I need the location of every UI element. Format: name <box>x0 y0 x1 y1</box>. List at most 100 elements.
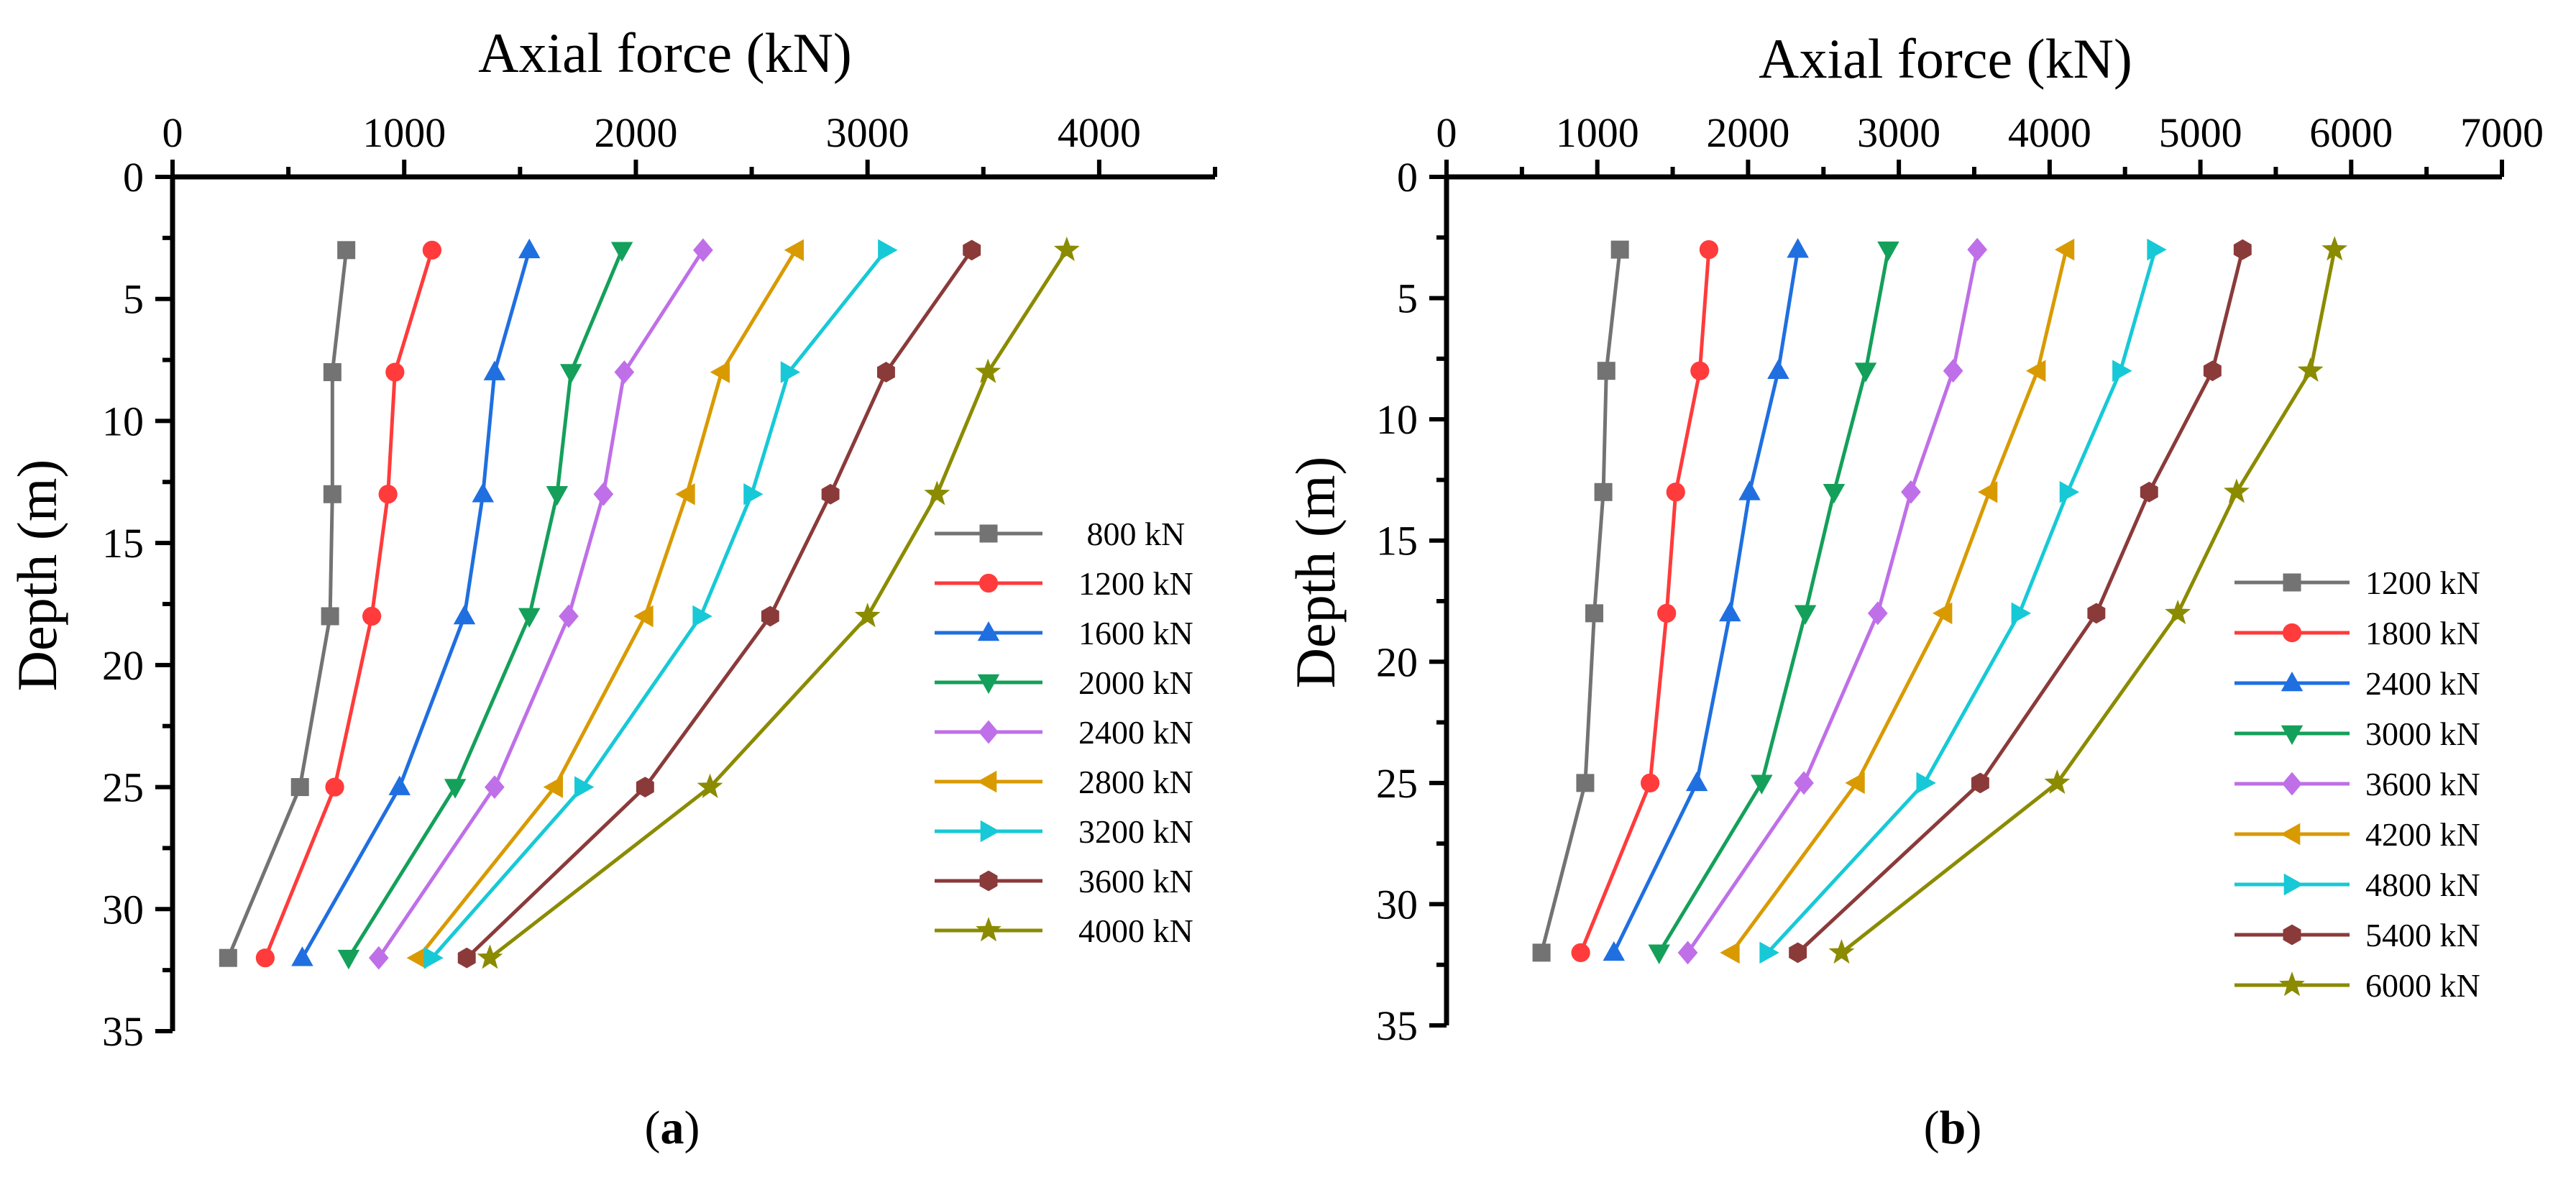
legend-marker <box>979 524 998 543</box>
data-point <box>1641 773 1660 792</box>
legend-marker <box>2282 623 2302 643</box>
data-point <box>483 360 506 380</box>
data-point <box>385 362 405 382</box>
legend-label: 3000 kN <box>2365 715 2480 752</box>
data-point <box>1738 480 1761 500</box>
data-point <box>1943 359 1963 383</box>
data-point <box>2140 481 2158 503</box>
legend-label: 2800 kN <box>1078 764 1193 800</box>
legend-marker <box>2279 971 2305 997</box>
data-point <box>610 242 633 262</box>
data-point <box>444 779 467 799</box>
data-point <box>337 949 360 970</box>
data-point <box>1967 237 1988 262</box>
legend-marker <box>978 720 999 744</box>
series-line <box>465 249 973 959</box>
legend-label: 800 kN <box>1078 516 1185 552</box>
series-3 <box>1648 241 1899 964</box>
x-tick-label: 1000 <box>362 109 446 156</box>
data-point <box>1594 482 1613 501</box>
data-point <box>1845 772 1865 795</box>
legend: 800 kN 1200 kN 1600 kN 2000 kN 2400 kN 2800 k… <box>935 516 1193 949</box>
legend-marker <box>2282 772 2302 796</box>
data-point <box>1794 605 1817 625</box>
data-point <box>614 360 635 384</box>
data-point <box>362 606 382 626</box>
data-point <box>675 483 695 506</box>
data-point <box>2203 360 2222 382</box>
data-point <box>422 240 441 260</box>
x-tick-label: 4000 <box>2008 109 2091 156</box>
data-point <box>1901 480 1921 504</box>
data-point <box>761 605 779 627</box>
legend-label: 3200 kN <box>1078 813 1193 850</box>
data-point <box>2044 769 2071 795</box>
x-tick-label: 7000 <box>2460 109 2544 156</box>
series-line <box>1657 249 1890 954</box>
data-point <box>2147 238 2167 261</box>
series-0 <box>219 241 356 967</box>
y-tick-label: 0 <box>123 154 144 201</box>
series-4 <box>1677 237 1988 965</box>
data-point <box>1767 359 1789 380</box>
series-6 <box>1759 238 2167 964</box>
legend-label: 4800 kN <box>2365 866 2480 903</box>
legend-marker <box>2281 671 2304 692</box>
data-point <box>255 948 275 968</box>
series-5 <box>1720 238 2075 964</box>
legend-marker <box>977 674 1000 695</box>
data-point <box>485 775 505 799</box>
legend-marker <box>978 573 999 593</box>
data-point <box>1685 771 1708 792</box>
data-point <box>2223 478 2250 503</box>
x-axis-title: Axial force (kN) <box>1759 27 2132 90</box>
series-3 <box>337 242 633 970</box>
data-point <box>1787 238 1809 258</box>
legend-marker <box>2283 873 2304 896</box>
legend-marker <box>2283 924 2301 946</box>
data-point <box>337 241 356 260</box>
panel-label: (b) <box>1924 1102 1982 1154</box>
data-point <box>388 775 411 795</box>
data-point <box>1916 772 1936 795</box>
legend-label: 4200 kN <box>2365 816 2480 853</box>
data-point <box>697 773 723 798</box>
data-point <box>1794 771 1814 795</box>
legend-marker <box>2283 573 2301 592</box>
y-axis-title: Depth (m) <box>6 459 68 692</box>
x-tick-label: 3000 <box>826 109 909 156</box>
data-point <box>406 946 426 969</box>
data-point <box>1571 943 1590 962</box>
series-4 <box>368 238 713 970</box>
data-point <box>323 363 342 382</box>
series-line <box>226 250 349 959</box>
series-2 <box>291 238 541 966</box>
series-line <box>301 250 531 959</box>
series-line <box>1612 249 1800 953</box>
data-point <box>574 776 595 798</box>
data-point <box>2297 357 2324 382</box>
data-point <box>1648 944 1670 964</box>
legend-marker <box>976 917 1001 942</box>
series-1 <box>1571 240 1719 962</box>
x-axis-title: Axial force (kN) <box>478 22 852 84</box>
data-point <box>593 482 614 506</box>
data-point <box>559 604 579 628</box>
data-point <box>1877 241 1899 262</box>
x-tick-label: 2000 <box>1706 109 1789 156</box>
series-line <box>1796 249 2245 954</box>
data-point <box>1585 604 1604 623</box>
data-point <box>1823 483 1846 504</box>
x-tick-label: 2000 <box>594 109 677 156</box>
legend-label: 3600 kN <box>2365 766 2480 802</box>
data-point <box>1977 481 1998 503</box>
data-point <box>780 361 801 383</box>
legend-marker <box>979 870 998 892</box>
y-tick-label: 35 <box>1376 1002 1418 1049</box>
data-point <box>472 482 495 503</box>
series-line <box>1766 249 2158 954</box>
chart-panel-b: 0 1000 2000 3000 4000 5000 6000 7000 0 5 10 15 20 25 3… <box>1284 27 2544 1154</box>
data-point <box>2054 238 2075 261</box>
x-tick-label: 3000 <box>1857 109 1940 156</box>
chart-panel-a: 0 1000 2000 3000 4000 0 5 10 15 20 25 30 35 Axial for… <box>6 22 1217 1154</box>
